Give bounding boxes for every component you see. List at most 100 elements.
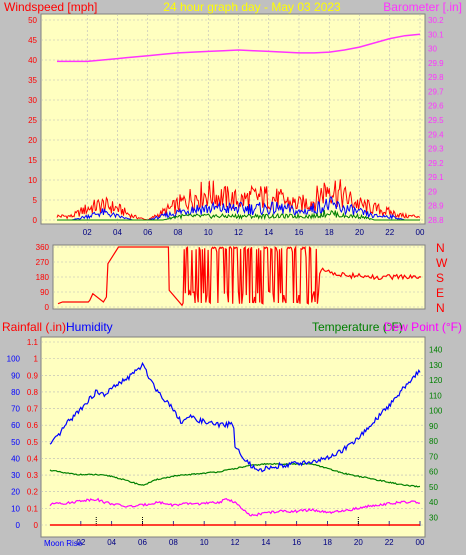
temperature-tick-label: 110 <box>429 391 442 400</box>
temperature-tick-label: 140 <box>429 346 443 355</box>
bottom-x-tick-label: 06 <box>138 538 147 547</box>
temperature-tick-label: 50 <box>429 483 438 492</box>
temperature-tick-label: 40 <box>429 498 438 507</box>
humidity-tick-label: 0 <box>16 521 21 530</box>
rainfall-tick-label: 0 <box>34 521 39 530</box>
rainfall-tick-label: 1.1 <box>27 338 39 347</box>
rainfall-axis-label: Rainfall (.in) <box>2 320 66 334</box>
bottom-x-tick-label: 16 <box>292 538 301 547</box>
humidity-tick-label: 10 <box>11 504 20 513</box>
humidity-tick-label: 90 <box>11 371 20 380</box>
humidity-tick-label: 100 <box>7 355 21 364</box>
compass-direction-label: E <box>436 286 444 300</box>
temperature-tick-label: 60 <box>429 468 438 477</box>
windspeed-tick-label: 0 <box>33 216 38 225</box>
windspeed-tick-label: 35 <box>28 76 37 85</box>
top-x-tick-label: 10 <box>204 228 213 237</box>
humidity-series-line <box>49 361 421 473</box>
direction-tick-label: 270 <box>36 258 50 267</box>
barometer-tick-label: 29.1 <box>428 173 444 182</box>
bottom-x-tick-label: 10 <box>200 538 209 547</box>
wind-series-wind-low <box>57 210 420 221</box>
top-x-tick-label: 02 <box>83 228 92 237</box>
barometer-tick-label: 29.7 <box>428 87 444 96</box>
bottom-x-tick-label: 22 <box>385 538 394 547</box>
temperature-tick-label: 100 <box>429 407 443 416</box>
windspeed-tick-label: 15 <box>28 156 37 165</box>
rainfall-tick-label: 0.3 <box>27 471 39 480</box>
moon-rise-label: Moon Rise <box>44 539 83 548</box>
temperature-tick-label: 30 <box>429 513 438 522</box>
rainfall-tick-label: 0.1 <box>27 504 39 513</box>
windspeed-tick-label: 10 <box>28 176 37 185</box>
rainfall-tick-label: 0.6 <box>27 421 39 430</box>
bottom-x-tick-label: 20 <box>354 538 363 547</box>
windspeed-tick-label: 25 <box>28 116 37 125</box>
windspeed-tick-label: 30 <box>28 96 37 105</box>
temperature-axis-label: Temperature (°F) <box>312 320 403 334</box>
humidity-tick-label: 50 <box>11 438 20 447</box>
top-x-tick-label: 08 <box>174 228 183 237</box>
humidity-tick-label: 60 <box>11 421 20 430</box>
top-plot-area <box>40 13 426 225</box>
barometer-tick-label: 29.4 <box>428 130 444 139</box>
rainfall-tick-label: 0.2 <box>27 488 39 497</box>
barometer-tick-label: 29.2 <box>428 159 444 168</box>
windspeed-tick-label: 50 <box>28 16 37 25</box>
barometer-tick-label: 30 <box>428 45 437 54</box>
barometer-tick-label: 29.8 <box>428 73 444 82</box>
rainfall-tick-label: 0.9 <box>27 371 39 380</box>
windspeed-tick-label: 45 <box>28 36 37 45</box>
windspeed-tick-label: 5 <box>33 196 38 205</box>
temperature-tick-label: 80 <box>429 437 438 446</box>
top-x-tick-label: 22 <box>385 228 394 237</box>
bottom-x-tick-label: 12 <box>231 538 240 547</box>
humidity-axis-label: Humidity <box>66 320 113 334</box>
direction-tick-label: 180 <box>36 273 50 282</box>
top-x-tick-label: 18 <box>325 228 334 237</box>
barometer-tick-label: 28.9 <box>428 202 444 211</box>
direction-tick-label: 90 <box>40 288 49 297</box>
top-x-tick-label: 16 <box>295 228 304 237</box>
barometer-tick-label: 29.6 <box>428 102 444 111</box>
rainfall-tick-label: 0.5 <box>27 438 39 447</box>
barometer-tick-label: 29 <box>428 187 437 196</box>
dew-point-axis-label: Dew Point (°F) <box>384 320 462 334</box>
rainfall-tick-label: 0.7 <box>27 405 39 414</box>
wind-direction-series-line <box>57 245 422 307</box>
humidity-tick-label: 70 <box>11 405 20 414</box>
barometer-tick-label: 29.9 <box>428 59 444 68</box>
windspeed-tick-label: 40 <box>28 56 37 65</box>
direction-tick-label: 360 <box>36 243 50 252</box>
series-layer <box>49 33 422 526</box>
bottom-x-tick-label: 04 <box>107 538 116 547</box>
barometer-tick-label: 29.5 <box>428 116 444 125</box>
windspeed-tick-label: 20 <box>28 136 37 145</box>
windspeed-axis-label: Windspeed [mph] <box>4 0 97 14</box>
humidity-tick-label: 30 <box>11 471 20 480</box>
bottom-plot-area <box>40 336 426 538</box>
temperature-tick-label: 90 <box>429 422 438 431</box>
temperature-tick-label: 70 <box>429 452 438 461</box>
temperature-tick-label: 120 <box>429 376 443 385</box>
rainfall-tick-label: 0.4 <box>27 454 39 463</box>
top-x-tick-label: 00 <box>416 228 425 237</box>
barometer-tick-label: 28.8 <box>428 216 444 225</box>
barometer-tick-label: 30.1 <box>428 30 444 39</box>
barometer-tick-label: 30.2 <box>428 16 444 25</box>
bottom-x-tick-label: 08 <box>169 538 178 547</box>
rainfall-tick-label: 0.8 <box>27 388 39 397</box>
compass-direction-label: N <box>436 241 445 255</box>
top-x-tick-label: 20 <box>355 228 364 237</box>
top-x-tick-label: 06 <box>143 228 152 237</box>
top-x-tick-label: 14 <box>264 228 273 237</box>
compass-direction-label: N <box>436 301 445 315</box>
bottom-x-tick-label: 14 <box>261 538 270 547</box>
compass-direction-label: S <box>436 271 444 285</box>
temperature-tick-label: 130 <box>429 361 443 370</box>
humidity-tick-label: 20 <box>11 488 20 497</box>
rainfall-tick-label: 1 <box>34 355 39 364</box>
barometer-axis-label: Barometer [.in] <box>383 0 462 14</box>
temperature-series-line <box>49 462 421 488</box>
